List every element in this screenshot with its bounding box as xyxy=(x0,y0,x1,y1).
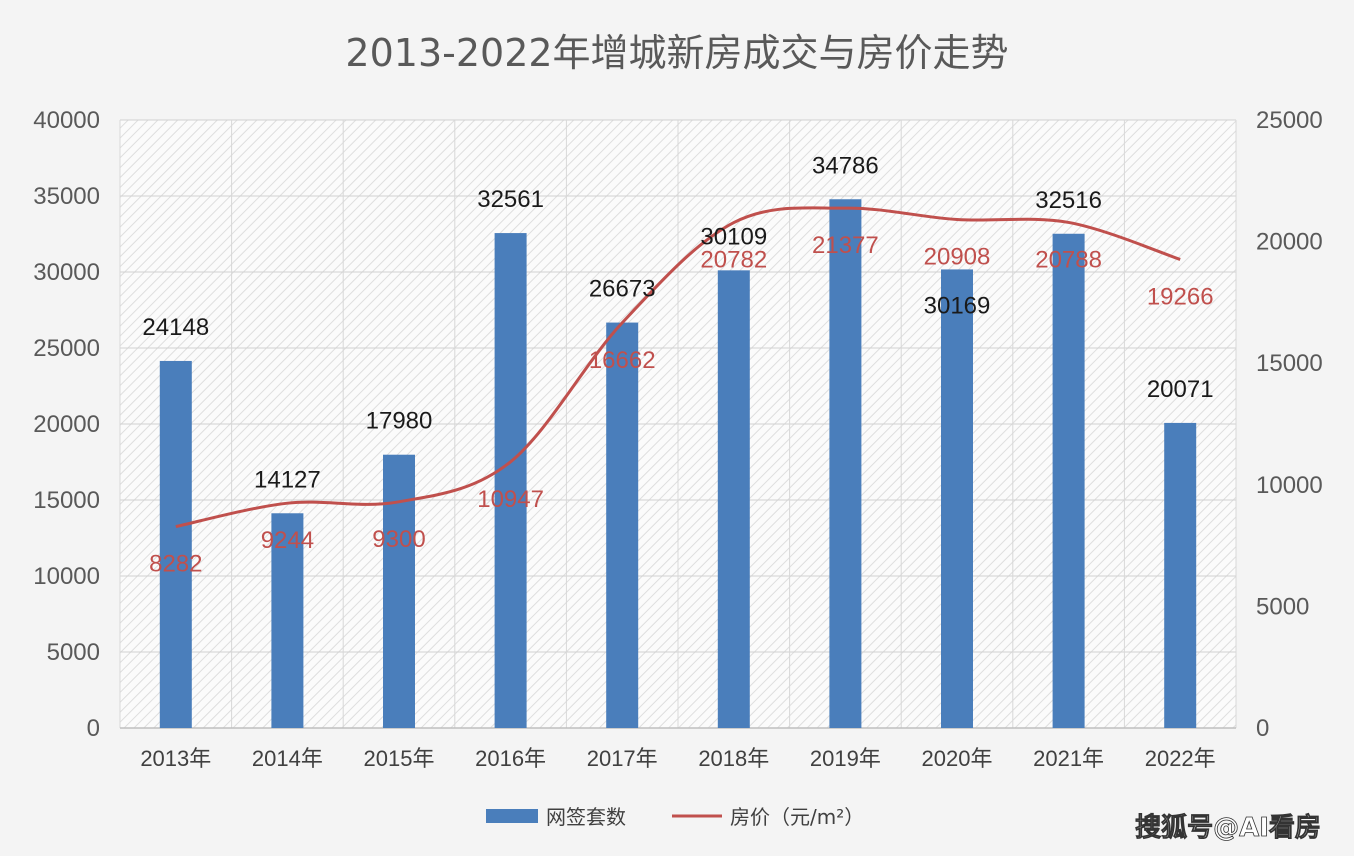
bar-data-label: 34786 xyxy=(812,152,879,179)
bar-data-label: 24148 xyxy=(142,314,209,341)
bar xyxy=(383,454,415,728)
y-right-tick-label: 5000 xyxy=(1256,593,1309,620)
line-data-label: 21377 xyxy=(812,232,879,259)
y-left-tick-label: 30000 xyxy=(33,259,100,286)
y-left-tick-label: 5000 xyxy=(47,639,100,666)
bar-data-label: 14127 xyxy=(254,466,321,493)
line-data-label: 10947 xyxy=(477,486,544,513)
bar xyxy=(941,269,973,728)
y-left-tick-label: 10000 xyxy=(33,563,100,590)
line-data-label: 9300 xyxy=(372,526,425,553)
y-left-tick-label: 35000 xyxy=(33,183,100,210)
line-data-label: 20782 xyxy=(700,247,767,274)
x-tick-label: 2021年 xyxy=(1033,746,1104,771)
bar-data-label: 30109 xyxy=(700,223,767,250)
line-data-label: 16662 xyxy=(589,347,656,374)
x-tick-label: 2018年 xyxy=(698,746,769,771)
price-line xyxy=(175,206,1181,529)
y-left-tick-label: 20000 xyxy=(33,411,100,438)
bar xyxy=(1052,233,1085,728)
legend-line-label: 房价（元/m²） xyxy=(730,805,864,829)
legend-bar-swatch xyxy=(486,809,538,823)
y-right-tick-label: 15000 xyxy=(1256,350,1323,377)
bar xyxy=(1164,422,1197,728)
x-tick-label: 2020年 xyxy=(922,746,993,771)
chart-title: 2013-2022年增城新房成交与房价走势 xyxy=(345,31,1008,75)
bar xyxy=(717,270,750,728)
y-left-tick-label: 25000 xyxy=(33,335,100,362)
line-data-label: 20788 xyxy=(1035,246,1102,273)
x-tick-label: 2017年 xyxy=(587,746,658,771)
bar-data-label: 30169 xyxy=(924,292,991,319)
y-right-tick-label: 20000 xyxy=(1256,229,1323,256)
x-tick-label: 2019年 xyxy=(810,746,881,771)
line-data-label: 20908 xyxy=(924,244,991,271)
y-left-tick-label: 0 xyxy=(87,715,100,742)
bar xyxy=(159,360,192,728)
bar-data-label: 20071 xyxy=(1147,376,1214,403)
x-tick-label: 2016年 xyxy=(475,746,546,771)
x-tick-label: 2015年 xyxy=(364,746,435,771)
y-left-tick-label: 40000 xyxy=(33,107,100,134)
y-right-tick-label: 25000 xyxy=(1256,107,1323,134)
bar xyxy=(829,199,862,728)
y-left-tick-label: 15000 xyxy=(33,487,100,514)
bar xyxy=(494,233,527,728)
bar xyxy=(606,322,639,728)
x-tick-label: 2022年 xyxy=(1145,746,1216,771)
watermark-text: 搜狐号@AI看房 xyxy=(1135,813,1321,843)
bar xyxy=(271,513,304,728)
bar-data-label: 32561 xyxy=(477,186,544,213)
line-data-label: 9244 xyxy=(261,527,314,554)
bar-data-label: 26673 xyxy=(589,276,656,303)
line-data-label: 8282 xyxy=(149,551,202,578)
y-right-tick-label: 10000 xyxy=(1256,472,1323,499)
y-right-tick-label: 0 xyxy=(1256,715,1269,742)
bar-data-label: 17980 xyxy=(366,408,433,435)
bar-data-label: 32516 xyxy=(1035,187,1102,214)
x-tick-label: 2013年 xyxy=(140,746,211,771)
line-data-label: 19266 xyxy=(1147,283,1214,310)
legend-bar-label: 网签套数 xyxy=(546,805,626,829)
x-tick-label: 2014年 xyxy=(252,746,323,771)
